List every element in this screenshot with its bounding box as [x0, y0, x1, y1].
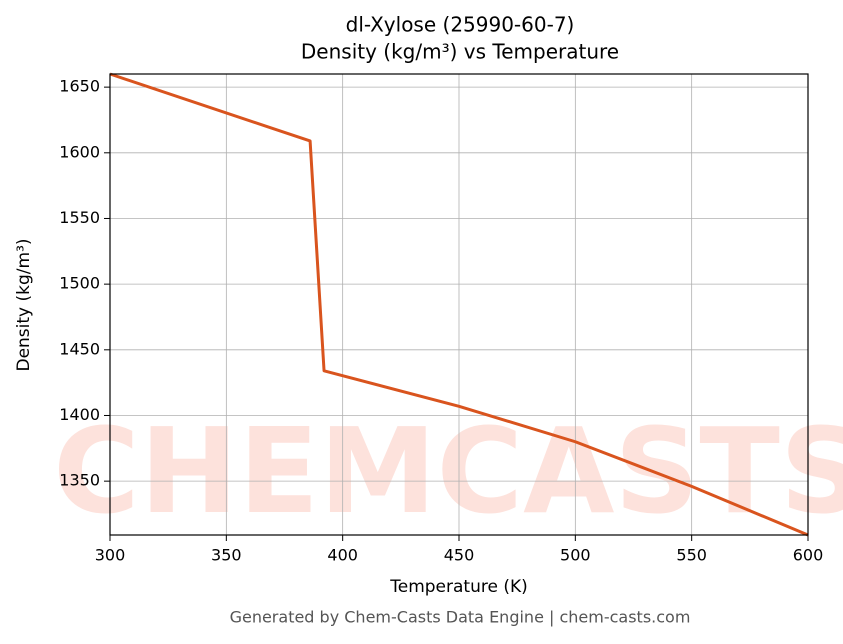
- x-tick-label: 500: [560, 546, 591, 565]
- y-tick-label: 1600: [59, 142, 100, 161]
- y-tick-label: 1400: [59, 405, 100, 424]
- footer: Generated by Chem-Casts Data Engine | ch…: [230, 608, 691, 627]
- y-axis-label: Density (kg/m³): [14, 238, 34, 371]
- y-tick-label: 1500: [59, 274, 100, 293]
- x-tick-label: 450: [444, 546, 475, 565]
- x-axis-label: Temperature (K): [389, 577, 528, 597]
- watermark: CHEMCASTS: [53, 402, 843, 540]
- x-tick-label: 300: [95, 546, 126, 565]
- data-line: [109, 72, 809, 537]
- plot-frame: [109, 73, 809, 536]
- y-tick-label: 1550: [59, 208, 100, 227]
- x-tick-label: 600: [793, 546, 824, 565]
- y-tick-label: 1450: [59, 339, 100, 358]
- chart-title: dl-Xylose (25990-60-7): [346, 13, 575, 37]
- x-tick-label: 400: [327, 546, 358, 565]
- chart-subtitle: Density (kg/m³) vs Temperature: [301, 40, 619, 64]
- x-tick-label: 350: [211, 546, 242, 565]
- x-tick-label: 550: [676, 546, 707, 565]
- y-tick-label: 1350: [59, 471, 100, 490]
- y-tick-label: 1650: [59, 77, 100, 96]
